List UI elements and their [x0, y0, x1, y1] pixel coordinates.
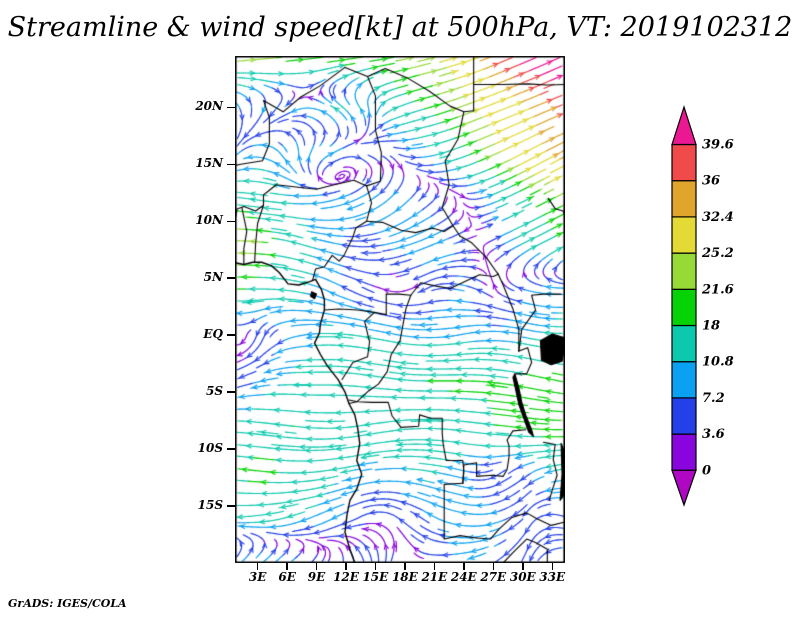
- lon-tick-label: 12E: [333, 570, 359, 584]
- colorbar-label: 3.6: [702, 427, 725, 442]
- colorbar-segment: [671, 143, 697, 182]
- lat-tick-label: 20N: [195, 99, 223, 114]
- lon-tick-label: 6E: [278, 570, 296, 584]
- lon-tick: [463, 563, 465, 570]
- colorbar-segment: [671, 324, 697, 363]
- colorbar-top-arrow: [671, 105, 697, 146]
- lon-tick-label: 18E: [391, 570, 418, 584]
- colorbar-segment: [671, 180, 697, 218]
- lat-tick-label: 5N: [203, 270, 223, 285]
- colorbar-label: 32.4: [702, 210, 734, 225]
- lat-tick-label: 10N: [195, 213, 223, 228]
- lon-tick: [404, 563, 406, 570]
- colorbar-segment: [671, 361, 697, 399]
- lon-tick-label: 21E: [421, 570, 448, 584]
- lon-tick-label: 27E: [480, 570, 507, 584]
- lon-tick: [315, 563, 318, 570]
- lon-tick-label: 3E: [248, 570, 267, 584]
- lon-tick: [345, 563, 347, 570]
- colorbar: 0 3.6 7.2 10.8 18 21.6 25.2 32.4 36 39.6: [671, 105, 734, 507]
- colorbar-label: 18: [702, 319, 720, 334]
- colorbar-bottom-arrow: [671, 469, 697, 507]
- lat-tick: [227, 505, 235, 507]
- colorbar-segment: [671, 216, 697, 254]
- lon-tick: [374, 563, 377, 570]
- lat-tick: [227, 163, 235, 165]
- lat-tick-label: 5S: [205, 384, 223, 399]
- colorbar-label: 7.2: [702, 391, 725, 406]
- lat-tick: [227, 448, 235, 450]
- colorbar-label: 25.2: [701, 246, 734, 261]
- lon-tick: [433, 563, 436, 570]
- streamline-map-canvas: [235, 56, 565, 563]
- colorbar-segment: [671, 397, 697, 435]
- grads-credit: GrADS: IGES/COLA: [8, 597, 127, 610]
- colorbar-label: 39.6: [702, 138, 734, 153]
- lat-tick-label: 15N: [195, 156, 223, 171]
- colorbar-label: 0: [702, 463, 711, 478]
- lon-tick-label: 33E: [539, 570, 566, 584]
- lon-tick: [286, 563, 288, 570]
- lat-tick-label: 15S: [197, 498, 223, 512]
- lon-tick-label: 9E: [307, 570, 326, 584]
- colorbar-segment: [671, 288, 697, 327]
- lon-tick: [551, 563, 553, 570]
- lat-tick: [227, 277, 235, 279]
- lon-tick: [256, 563, 259, 570]
- colorbar-label: 10.8: [702, 355, 734, 370]
- lon-tick-label: 15E: [362, 570, 389, 584]
- lat-tick: [227, 334, 235, 336]
- lon-tick: [522, 563, 524, 570]
- lat-tick: [227, 106, 235, 108]
- colorbar-segment: [671, 252, 697, 290]
- lon-tick-label: 24E: [450, 570, 477, 584]
- plot-title: Streamline & wind speed[kt] at 500hPa, V…: [7, 12, 793, 43]
- lat-tick-label: 10S: [197, 441, 223, 456]
- lon-tick-label: 30E: [509, 570, 536, 584]
- colorbar-label: 21.6: [701, 282, 734, 297]
- colorbar-label: 36: [702, 174, 720, 189]
- lat-tick: [227, 220, 235, 222]
- colorbar-segment: [671, 433, 697, 471]
- lat-tick-label: EQ: [203, 327, 223, 342]
- lon-tick: [492, 563, 495, 570]
- lat-tick: [227, 391, 235, 393]
